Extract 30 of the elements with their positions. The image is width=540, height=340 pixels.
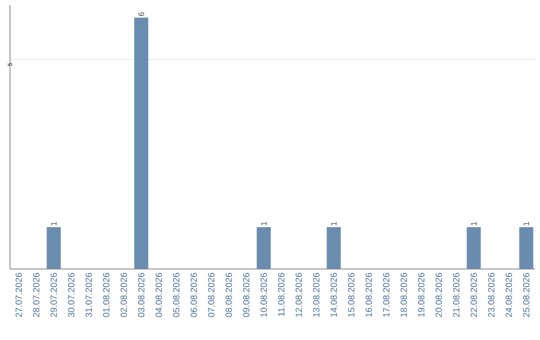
x-tick-label: 15.08.2026 xyxy=(348,272,354,317)
x-tick-label: 13.08.2026 xyxy=(313,272,320,317)
x-tick-label: 20.08.2026 xyxy=(436,272,442,317)
x-tick-label: 28.07.2026 xyxy=(33,272,40,317)
x-tick-label: 05.08.2026 xyxy=(173,272,180,318)
x-tick-label: 11.08.2026 xyxy=(278,272,284,316)
x-tick-label: 27.07.2026 xyxy=(16,272,22,317)
x-tick-label: 10.08.2026 xyxy=(260,272,267,317)
x-tick-label: 19.08.2026 xyxy=(418,272,424,317)
x-tick-label: 14.08.2026 xyxy=(330,272,337,317)
x-tick-label: 09.08.2026 xyxy=(243,272,250,318)
x-tick-label: 24.08.2026 xyxy=(506,272,512,317)
x-tick-label: 12.08.2026 xyxy=(296,272,302,317)
x-tick-label: 31.07.2026 xyxy=(86,272,92,318)
x-tick-label: 03.08.2026 xyxy=(138,272,144,318)
x-tick-label: 25.08.2026 xyxy=(523,272,530,317)
x-tick-label: 06.08.2026 xyxy=(190,272,197,318)
x-tick-label: 30.07.2026 xyxy=(68,272,74,318)
x-tick-label: 16.08.2026 xyxy=(366,272,372,317)
x-tick-label: 04.08.2026 xyxy=(156,272,162,318)
x-tick-label: 23.08.2026 xyxy=(488,272,494,317)
x-tick-label: 08.08.2026 xyxy=(226,272,232,318)
x-tick-label: 29.07.2026 xyxy=(50,272,57,317)
x-tick-label: 07.08.2026 xyxy=(208,272,214,318)
x-tick-label: 01.08.2026 xyxy=(103,272,110,318)
x-tick-label: 02.08.2026 xyxy=(120,272,127,318)
x-tick-label: 17.08.2026 xyxy=(383,272,390,317)
x-tick-label: 18.08.2026 xyxy=(400,272,407,317)
x-tick-label: 21.08.2026 xyxy=(453,272,460,317)
x-tick-label: 22.08.2026 xyxy=(470,272,477,317)
